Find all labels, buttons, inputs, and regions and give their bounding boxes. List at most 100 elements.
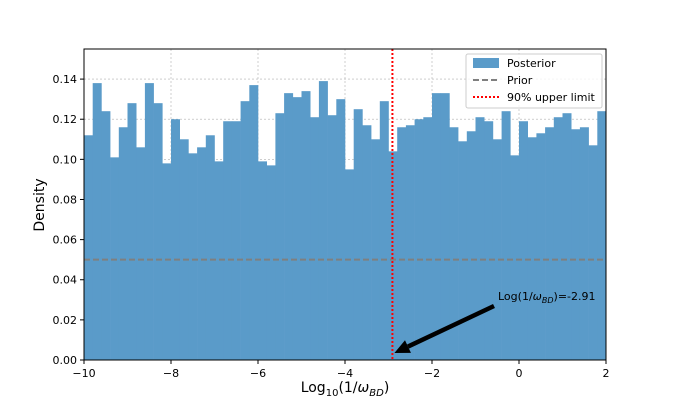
histogram-bar — [379, 101, 389, 360]
histogram-bar — [205, 135, 215, 360]
histogram-bar — [110, 157, 120, 360]
histogram-bar — [562, 113, 572, 360]
histogram-bar — [336, 99, 346, 360]
histogram-bar — [223, 121, 233, 360]
y-tick-label: 0.08 — [53, 193, 78, 206]
histogram-bar — [292, 97, 302, 360]
histogram-bar — [371, 139, 381, 360]
legend: Posterior Prior 90% upper limit — [465, 53, 603, 109]
posterior-histogram — [84, 81, 674, 360]
histogram-bar — [388, 151, 398, 360]
histogram-bar — [101, 111, 111, 360]
histogram-bar — [214, 161, 224, 360]
histogram-bar — [501, 111, 511, 360]
histogram-bar — [536, 133, 546, 360]
legend-prior-label: Prior — [507, 74, 533, 87]
x-axis-ticks: −10 −8 −6 −4 −2 0 2 — [72, 360, 610, 380]
histogram-bar — [84, 135, 93, 360]
histogram-bar — [188, 153, 198, 360]
x-axis-label: Log10(1/ωBD) — [301, 380, 390, 399]
histogram-bar — [553, 117, 563, 360]
histogram-bar — [510, 155, 520, 360]
histogram-bar — [118, 127, 128, 360]
y-axis-ticks: 0.00 0.02 0.04 0.06 0.08 0.10 0.12 0.14 — [53, 73, 84, 367]
histogram-bar — [440, 93, 450, 360]
histogram-bar — [179, 139, 189, 360]
histogram-bar — [171, 119, 180, 360]
histogram-bar — [92, 83, 102, 360]
y-tick-label: 0.00 — [53, 354, 78, 367]
y-tick-label: 0.14 — [53, 73, 78, 86]
histogram-bar — [231, 121, 241, 360]
histogram-bar — [153, 103, 163, 360]
y-tick-label: 0.12 — [53, 113, 78, 126]
legend-box — [465, 53, 603, 109]
histogram-bar — [588, 145, 598, 360]
histogram-bar — [579, 127, 589, 360]
y-tick-label: 0.10 — [53, 153, 78, 166]
histogram-bar — [597, 111, 606, 360]
histogram-bar — [310, 117, 320, 360]
histogram-bar — [266, 165, 276, 360]
histogram-bar — [127, 103, 137, 360]
x-tick-label: 2 — [603, 367, 610, 380]
histogram-bar — [197, 147, 207, 360]
y-tick-label: 0.02 — [53, 314, 78, 327]
histogram-bar — [527, 137, 537, 360]
histogram-bar — [318, 81, 328, 360]
histogram-bar — [650, 147, 659, 360]
histogram-bar — [362, 125, 372, 360]
annotation: Log(1/ωBD)=-2.91 — [394, 290, 596, 353]
histogram-bar — [414, 119, 424, 360]
reference-lines — [84, 49, 606, 360]
histogram-bar — [327, 115, 337, 360]
histogram-bar — [284, 93, 294, 360]
annotation-arrow-head — [394, 340, 411, 353]
histogram-bar — [397, 127, 407, 360]
histogram-bar — [301, 91, 311, 360]
histogram-bar — [545, 127, 555, 360]
annotation-text: Log(1/ωBD)=-2.91 — [498, 290, 596, 305]
legend-posterior-label: Posterior — [507, 57, 556, 70]
histogram-bar — [258, 161, 267, 360]
histogram-bar — [492, 139, 502, 360]
histogram-bar — [667, 137, 674, 360]
histogram-bar — [606, 143, 615, 360]
histogram-bar — [405, 125, 415, 360]
histogram-bar — [423, 117, 433, 360]
x-tick-label: −4 — [337, 367, 353, 380]
histogram-bar — [615, 127, 624, 360]
histogram-bar — [449, 127, 459, 360]
histogram-bar — [571, 129, 581, 360]
histogram-bar — [275, 113, 285, 360]
histogram-bar — [136, 147, 146, 360]
histogram-bar — [249, 85, 259, 360]
histogram-bar — [345, 169, 354, 360]
histogram-bar — [632, 101, 641, 360]
histogram-bar — [475, 117, 485, 360]
y-axis-label: Density — [32, 178, 48, 231]
x-tick-label: −6 — [250, 367, 266, 380]
histogram-bar — [144, 83, 154, 360]
x-tick-label: −2 — [424, 367, 440, 380]
x-tick-label: 0 — [516, 367, 523, 380]
y-tick-label: 0.06 — [53, 234, 78, 247]
x-tick-label: −8 — [163, 367, 179, 380]
histogram-bar — [623, 97, 632, 360]
histogram-bar — [353, 109, 363, 360]
histogram-bar — [641, 109, 650, 360]
histogram-bar — [466, 131, 476, 360]
histogram-bar — [162, 163, 172, 360]
annotation-arrow-shaft — [407, 303, 495, 349]
legend-posterior-swatch — [473, 58, 499, 68]
x-tick-label: −10 — [72, 367, 95, 380]
histogram-bar — [240, 101, 250, 360]
histogram-bar — [519, 121, 528, 360]
histogram-bar — [658, 83, 667, 360]
histogram-bar — [484, 121, 494, 360]
legend-upper-limit-label: 90% upper limit — [507, 91, 596, 104]
y-tick-label: 0.04 — [53, 274, 78, 287]
histogram-bar — [432, 93, 441, 360]
histogram-bar — [458, 141, 468, 360]
